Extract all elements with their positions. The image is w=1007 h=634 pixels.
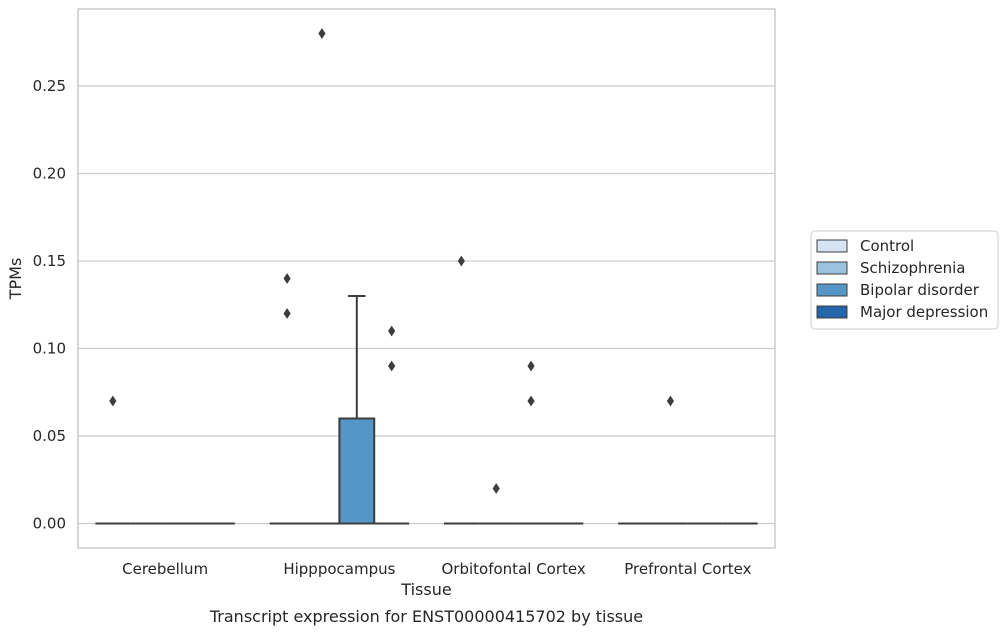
- legend-label: Bipolar disorder: [860, 281, 980, 299]
- box: [304, 28, 340, 525]
- y-tick-label: 0.00: [33, 515, 66, 533]
- chart-caption: Transcript expression for ENST0000041570…: [209, 607, 643, 626]
- outlier-point: [388, 325, 396, 337]
- outlier-point: [283, 273, 291, 284]
- legend-item: Bipolar disorder: [816, 281, 980, 299]
- y-tick-label: 0.05: [33, 427, 66, 445]
- legend-label: Control: [860, 237, 914, 255]
- box: [95, 395, 131, 525]
- x-tick-label: Orbitofontal Cortex: [442, 560, 586, 578]
- legend-swatch: [816, 283, 848, 297]
- outlier-point: [666, 395, 675, 407]
- legend: Control Schizophrenia Bipolar disorder Majo…: [810, 230, 999, 330]
- box: [653, 395, 688, 525]
- outlier-point: [109, 395, 117, 407]
- legend-item: Control: [816, 237, 914, 255]
- box: [374, 325, 410, 525]
- y-tick-label: 0.20: [33, 165, 66, 183]
- box-body: [338, 417, 376, 525]
- box: [269, 273, 305, 525]
- legend-swatch: [816, 239, 848, 253]
- y-tick-label: 0.15: [33, 252, 66, 270]
- legend-label: Major depression: [860, 303, 988, 321]
- x-tick-label: Hipppocampus: [283, 560, 395, 578]
- outlier-point: [527, 360, 535, 372]
- box: [478, 483, 514, 525]
- outlier-point: [492, 483, 500, 494]
- plot-frame: [77, 8, 776, 549]
- y-gridlines: [78, 85, 775, 525]
- legend-frame: [810, 230, 999, 330]
- legend-label: Schizophrenia: [860, 259, 965, 277]
- legend-swatch: [816, 261, 848, 275]
- outlier-point: [283, 308, 291, 319]
- x-axis-label: Tissue: [400, 580, 451, 599]
- outlier-point: [527, 395, 535, 407]
- legend-item: Major depression: [816, 303, 988, 321]
- legend-item: Schizophrenia: [816, 259, 965, 277]
- x-tick-label: Cerebellum: [122, 560, 208, 578]
- outlier-point: [457, 255, 465, 267]
- y-axis-label: TPMs: [6, 258, 25, 301]
- box-series: [95, 28, 758, 525]
- x-tick-labels: Cerebellum Hipppocampus Orbitofontal Corte…: [122, 560, 751, 578]
- y-tick-label: 0.10: [33, 340, 66, 358]
- outlier-point: [388, 360, 396, 372]
- y-tick-labels: 0.00 0.05 0.10 0.15 0.20 0.25: [33, 77, 66, 533]
- outlier-point: [318, 28, 326, 39]
- y-tick-label: 0.25: [33, 77, 66, 95]
- x-tick-label: Prefrontal Cortex: [624, 560, 751, 578]
- box: [513, 360, 549, 525]
- box: [338, 295, 376, 525]
- legend-swatch: [816, 305, 848, 319]
- box: [443, 255, 479, 525]
